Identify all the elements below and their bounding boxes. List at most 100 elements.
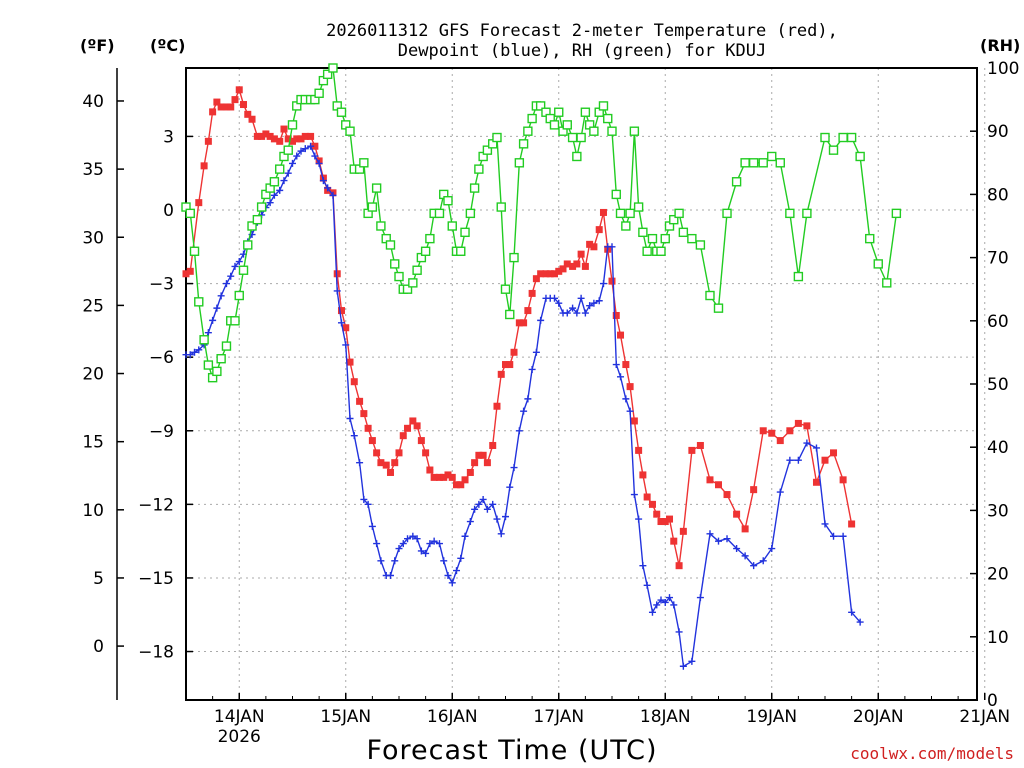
data-point — [336, 107, 347, 117]
data-point — [280, 125, 288, 133]
data-point — [497, 370, 505, 378]
data-point — [453, 481, 461, 489]
data-point — [776, 488, 784, 496]
data-point — [554, 107, 564, 117]
data-point — [253, 132, 261, 140]
data-point — [723, 535, 731, 543]
data-point — [399, 432, 407, 440]
data-point — [483, 505, 491, 513]
data-point — [182, 270, 190, 278]
data-point — [821, 456, 829, 464]
data-point — [595, 297, 603, 305]
data-point — [409, 417, 417, 425]
data-point — [496, 202, 506, 212]
data-point — [204, 137, 212, 145]
data-point — [660, 233, 670, 244]
data-point — [382, 461, 390, 469]
data-point — [555, 299, 563, 307]
fahrenheit-tick-label: 10 — [82, 501, 104, 521]
rh-tick-label: 20 — [987, 565, 1009, 585]
data-point — [643, 581, 651, 589]
data-point — [364, 424, 372, 432]
data-point — [706, 530, 714, 538]
data-point — [493, 402, 501, 410]
data-point — [599, 208, 607, 216]
data-point — [247, 221, 257, 231]
time-tick-label: 16JAN — [427, 707, 478, 727]
data-point — [741, 552, 749, 560]
grid-lines — [186, 68, 986, 700]
data-point — [838, 132, 848, 143]
data-point — [612, 311, 620, 319]
data-point — [230, 316, 240, 326]
data-point — [830, 449, 838, 457]
data-point — [653, 510, 661, 518]
data-point — [622, 361, 630, 369]
data-point — [848, 520, 856, 528]
data-point — [622, 395, 630, 403]
data-point — [656, 246, 666, 256]
data-point — [678, 227, 689, 238]
data-point — [391, 557, 399, 565]
data-point — [750, 562, 758, 570]
data-point — [360, 410, 368, 418]
data-point — [581, 262, 589, 270]
data-point — [675, 628, 683, 636]
data-point — [435, 473, 443, 481]
rh-tick-label: 10 — [987, 628, 1009, 648]
data-point — [258, 132, 266, 140]
celsius-tick-label: 3 — [163, 127, 174, 147]
data-point — [803, 422, 811, 430]
plot-frame — [185, 67, 978, 701]
data-point — [666, 515, 674, 523]
data-point — [213, 304, 221, 312]
data-point — [626, 383, 634, 391]
data-point — [195, 199, 203, 207]
data-point — [186, 351, 194, 359]
data-point — [283, 145, 293, 155]
data-point — [679, 662, 687, 670]
data-point — [276, 137, 284, 145]
data-point — [848, 608, 856, 616]
data-point — [489, 441, 497, 449]
data-point — [345, 126, 355, 136]
data-point — [360, 495, 368, 503]
data-point — [497, 530, 505, 538]
data-point — [386, 571, 394, 579]
data-point — [775, 158, 785, 168]
data-point — [589, 126, 599, 136]
data-point — [213, 98, 221, 106]
data-point — [670, 537, 678, 545]
time-tick-label: 14JAN — [214, 707, 265, 727]
data-point — [191, 348, 199, 356]
series-line — [186, 145, 861, 668]
data-point — [518, 139, 529, 149]
data-point — [328, 63, 338, 73]
data-point — [741, 525, 749, 533]
data-point — [748, 158, 759, 168]
data-point — [256, 202, 267, 212]
data-point — [307, 132, 315, 140]
data-point — [266, 132, 274, 140]
data-point — [440, 473, 448, 481]
data-point — [608, 277, 616, 285]
data-point — [873, 259, 883, 269]
data-point — [505, 309, 515, 320]
data-point — [759, 557, 767, 565]
data-point — [231, 96, 239, 104]
data-point — [661, 518, 669, 526]
data-point — [409, 532, 417, 540]
series-line — [185, 66, 898, 380]
data-point — [528, 365, 536, 373]
data-point — [420, 246, 431, 256]
rh-tick-label: 30 — [987, 501, 1009, 521]
data-point — [638, 227, 648, 238]
data-point — [373, 449, 381, 457]
data-point — [550, 270, 558, 278]
data-point — [390, 259, 400, 269]
data-point — [740, 158, 750, 168]
data-point — [474, 164, 484, 174]
credit-link[interactable]: coolwx.com/models — [850, 744, 1014, 763]
data-point — [768, 429, 776, 437]
